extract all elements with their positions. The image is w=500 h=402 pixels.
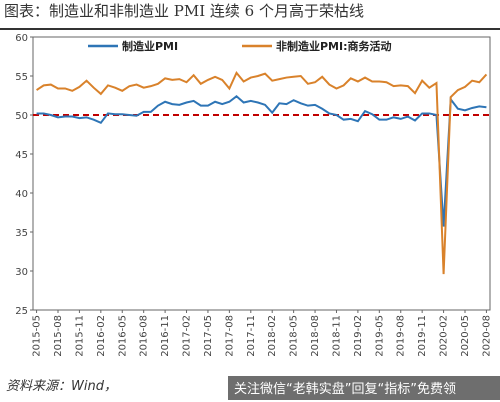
x-tick-label: 2017-05 — [203, 315, 214, 357]
x-tick-label: 2015-05 — [32, 315, 43, 357]
series-line — [36, 71, 488, 275]
y-tick-label: 45 — [15, 150, 28, 161]
y-tick-label: 60 — [15, 33, 28, 44]
y-tick-label: 50 — [15, 111, 28, 122]
legend-label: 制造业PMI — [122, 39, 178, 53]
x-tick-label: 2019-08 — [396, 315, 407, 357]
y-tick-label: 55 — [15, 72, 28, 83]
chart-title: 图表：制造业和非制造业 PMI 连续 6 个月高于荣枯线 — [4, 2, 364, 20]
x-tick-label: 2015-08 — [53, 315, 64, 357]
x-tick-label: 2016-08 — [139, 315, 150, 357]
source: 资料来源：Wind， — [6, 379, 117, 394]
x-tick-label: 2017-11 — [246, 315, 257, 357]
x-tick-label: 2018-08 — [310, 315, 321, 357]
x-tick-label: 2020-05 — [460, 315, 471, 357]
x-tick-label: 2017-08 — [224, 315, 235, 357]
x-tick-label: 2019-11 — [417, 315, 428, 357]
y-tick-label: 40 — [15, 189, 28, 200]
x-tick-label: 2020-02 — [439, 315, 450, 357]
x-tick-label: 2019-05 — [374, 315, 385, 357]
x-tick-label: 2019-02 — [353, 315, 364, 357]
watermark-box — [228, 376, 500, 400]
y-tick-label: 25 — [15, 306, 28, 317]
series-line — [36, 94, 487, 227]
x-tick-label: 2018-05 — [289, 315, 300, 357]
x-tick-label: 2020-08 — [481, 315, 492, 357]
legend-label: 非制造业PMI:商务活动 — [276, 39, 392, 53]
x-tick-label: 2018-11 — [331, 315, 342, 357]
x-tick-label: 2016-11 — [160, 315, 171, 357]
x-tick-label: 2016-02 — [96, 315, 107, 357]
x-tick-label: 2018-02 — [267, 315, 278, 357]
x-tick-label: 2015-11 — [74, 315, 85, 357]
y-tick-label: 30 — [15, 267, 28, 278]
y-tick-label: 35 — [15, 228, 28, 239]
x-tick-label: 2017-02 — [182, 315, 193, 357]
x-tick-label: 2016-05 — [117, 315, 128, 357]
plot-frame — [32, 36, 491, 311]
watermark: 关注微信“老韩实盘”回复“指标”免费领 — [234, 381, 456, 397]
